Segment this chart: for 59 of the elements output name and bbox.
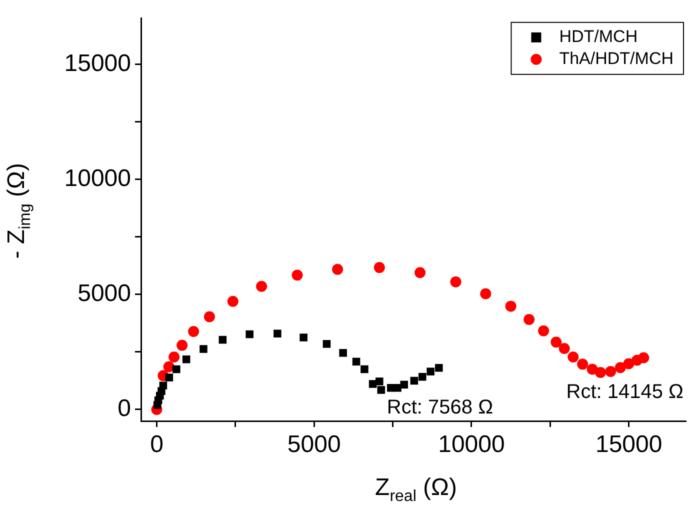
point [505, 300, 516, 312]
point [246, 330, 254, 338]
x-tick-label: 15000 [595, 431, 662, 458]
point [360, 365, 368, 374]
annotation: Rct: 7568 Ω [386, 396, 494, 418]
y-tick-label: 10000 [64, 165, 131, 192]
y-tick-label: 5000 [78, 280, 131, 308]
point [414, 267, 426, 278]
point [480, 288, 492, 300]
point [524, 314, 535, 326]
y-tick-label: 15000 [64, 50, 131, 78]
y-tick-label: 0 [118, 395, 131, 422]
point [418, 372, 426, 381]
point [538, 325, 550, 336]
point [168, 352, 180, 363]
point [300, 334, 308, 342]
point [376, 378, 384, 386]
annotation: Rct: 14145 Ω [566, 380, 684, 403]
point [292, 270, 303, 281]
point [176, 340, 188, 351]
point [450, 276, 462, 288]
point [339, 349, 347, 357]
point [165, 374, 174, 382]
point [172, 365, 180, 374]
point [204, 311, 215, 322]
x-tick-label: 5000 [287, 431, 341, 458]
point [159, 382, 168, 390]
point [638, 352, 650, 364]
point [435, 364, 443, 372]
point [377, 386, 386, 394]
legend-label: HDT/MCH [559, 27, 638, 46]
point [614, 362, 626, 374]
point [256, 280, 268, 292]
point [227, 296, 238, 307]
point [550, 336, 562, 348]
point [623, 358, 634, 370]
point [188, 326, 200, 338]
point [352, 358, 360, 366]
point [200, 345, 208, 353]
point [322, 340, 331, 348]
point [568, 352, 579, 363]
point [577, 358, 588, 370]
point [218, 336, 227, 344]
point [426, 368, 434, 376]
x-tick-label: 10000 [438, 431, 505, 458]
point [410, 376, 418, 385]
point [558, 343, 570, 354]
point [595, 366, 606, 378]
point [605, 366, 616, 378]
legend-label: ThA/HDT/MCH [559, 49, 674, 68]
point [374, 262, 385, 274]
point [368, 380, 377, 388]
point [332, 264, 344, 275]
x-axis-title: Z$_{real}$ (Ω) [374, 474, 458, 506]
x-tick-label: 0 [150, 431, 164, 458]
point [400, 380, 408, 389]
point [163, 361, 174, 372]
point [274, 330, 282, 338]
point [182, 355, 190, 364]
